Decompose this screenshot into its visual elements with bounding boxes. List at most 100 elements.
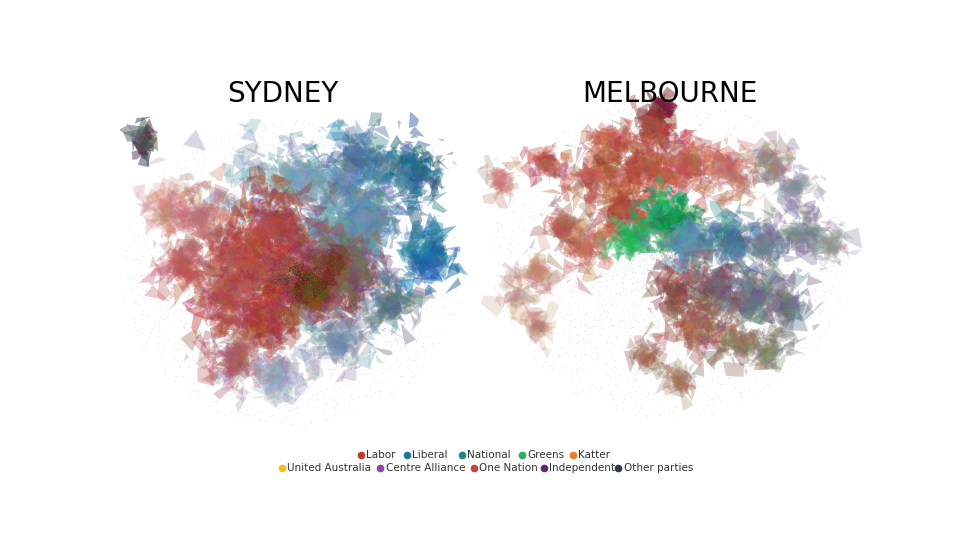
Point — [751, 148, 766, 157]
Point — [635, 138, 650, 147]
Point — [532, 288, 547, 296]
Point — [788, 330, 804, 339]
Point — [629, 301, 644, 310]
Point — [552, 362, 567, 370]
Point — [671, 224, 686, 232]
Point — [650, 368, 665, 377]
Point — [739, 228, 755, 237]
Point — [157, 364, 173, 373]
Point — [638, 256, 654, 265]
Point — [207, 303, 223, 312]
Point — [780, 348, 796, 357]
Point — [180, 380, 196, 388]
Point — [665, 211, 681, 219]
Point — [391, 284, 406, 293]
Point — [612, 291, 628, 300]
Point — [772, 219, 787, 228]
Point — [509, 295, 524, 304]
Point — [666, 271, 682, 279]
Point — [651, 174, 666, 183]
Point — [153, 248, 168, 256]
Point — [269, 249, 284, 258]
Point — [154, 327, 169, 336]
Point — [185, 386, 201, 395]
Point — [156, 342, 171, 350]
Point — [325, 250, 341, 259]
Point — [660, 239, 676, 248]
Point — [690, 228, 706, 237]
Point — [700, 290, 715, 299]
Point — [663, 248, 679, 256]
Point — [664, 408, 680, 416]
Point — [684, 311, 699, 320]
Point — [789, 139, 804, 148]
Point — [800, 301, 815, 310]
Point — [666, 263, 682, 272]
Point — [682, 251, 697, 259]
Point — [620, 189, 636, 198]
Point — [646, 320, 661, 329]
Point — [198, 261, 213, 269]
Point — [355, 323, 371, 332]
Point — [655, 272, 670, 281]
Point — [297, 265, 312, 273]
Point — [426, 265, 442, 274]
Point — [304, 265, 320, 274]
Point — [279, 389, 295, 398]
Point — [311, 313, 326, 322]
Point — [305, 215, 321, 224]
Point — [407, 318, 422, 326]
Point — [321, 360, 336, 369]
Point — [495, 292, 511, 301]
Point — [525, 160, 540, 169]
Point — [180, 220, 195, 228]
Point — [366, 368, 381, 376]
Point — [673, 254, 688, 262]
Point — [678, 320, 693, 328]
Point — [649, 274, 664, 282]
Point — [278, 285, 294, 294]
Point — [274, 221, 289, 230]
Point — [719, 264, 734, 273]
Point — [323, 370, 338, 379]
Point — [421, 260, 437, 268]
Point — [604, 338, 619, 347]
Point — [659, 255, 674, 264]
Point — [315, 328, 330, 337]
Point — [663, 391, 679, 400]
Point — [777, 130, 792, 138]
Point — [638, 322, 654, 330]
Point — [763, 302, 779, 311]
Point — [338, 309, 353, 318]
Point — [572, 320, 588, 328]
Point — [235, 397, 251, 406]
Point — [432, 243, 447, 252]
Point — [645, 307, 660, 315]
Point — [247, 165, 262, 174]
Point — [297, 275, 312, 284]
Point — [199, 210, 214, 218]
Point — [803, 258, 818, 266]
Point — [225, 143, 240, 151]
Point — [186, 291, 202, 299]
Point — [577, 240, 592, 248]
Point — [710, 285, 726, 294]
Point — [291, 266, 306, 275]
Point — [696, 219, 711, 228]
Point — [561, 211, 576, 220]
Point — [296, 116, 311, 125]
Point — [683, 280, 698, 288]
Point — [332, 252, 348, 260]
Point — [314, 339, 329, 347]
Point — [629, 343, 644, 352]
Point — [374, 221, 390, 230]
Point — [610, 116, 625, 124]
Point — [286, 369, 301, 378]
Point — [357, 199, 372, 208]
Point — [668, 163, 684, 171]
Point — [646, 175, 661, 184]
Point — [172, 335, 187, 343]
Point — [708, 383, 723, 391]
Point — [256, 192, 272, 201]
Point — [348, 302, 363, 311]
